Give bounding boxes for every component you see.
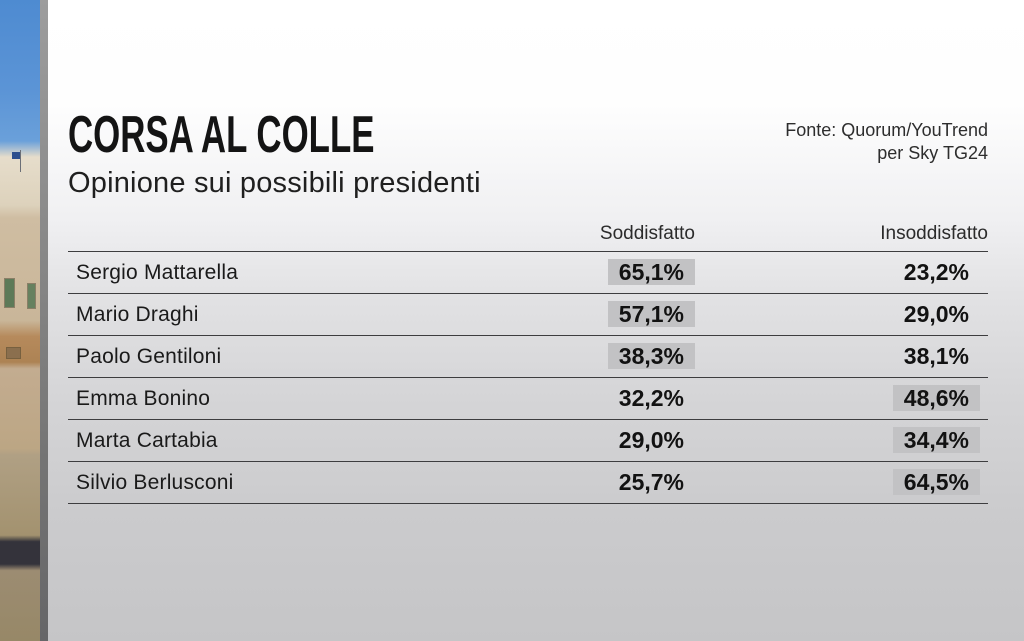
value-pill: 29,0% [618,427,684,453]
value-pill: 38,1% [903,343,969,369]
satisfied-value: 57,1% [525,301,695,328]
table-row: Silvio Berlusconi 25,7% 64,5% [68,462,988,504]
candidate-name: Sergio Mattarella [76,260,239,284]
flag-pole [20,150,21,172]
unsatisfied-value: 23,2% [695,259,988,286]
candidate-name: Mario Draghi [76,302,199,326]
graphic-panel [48,0,1024,641]
window-shutter [4,278,15,308]
table-row: Paolo Gentiloni 38,3% 38,1% [68,336,988,378]
page-subtitle: Opinione sui possibili presidenti [68,167,481,199]
table-row: Sergio Mattarella 65,1% 23,2% [68,252,988,294]
unsatisfied-value: 48,6% [695,385,988,412]
background-photo-strip [0,0,40,641]
value-pill: 57,1% [607,301,695,327]
candidate-name: Paolo Gentiloni [76,344,222,368]
candidate-name: Emma Bonino [76,386,211,410]
unsatisfied-value: 34,4% [695,427,988,454]
poll-table: Soddisfatto Insoddisfatto Sergio Mattare… [68,222,988,504]
title-block: CORSA AL COLLE Opinione sui possibili pr… [68,106,525,200]
table-header-row: Soddisfatto Insoddisfatto [68,222,988,252]
table-row: Emma Bonino 32,2% 48,6% [68,378,988,420]
page-title: CORSA AL COLLE [68,106,375,164]
source-line-1: Fonte: Quorum/YouTrend [785,120,988,140]
satisfied-value: 38,3% [525,343,695,370]
satisfied-value: 32,2% [525,385,695,412]
column-header-soddisfatto: Soddisfatto [599,223,695,244]
value-pill: 29,0% [903,301,969,327]
column-header-insoddisfatto: Insoddisfatto [880,223,988,244]
value-pill: 48,6% [892,385,980,411]
candidate-name: Marta Cartabia [76,428,218,452]
window-shutter [27,283,36,309]
value-pill: 23,2% [903,259,969,285]
satisfied-value: 25,7% [525,469,695,496]
attic-window [6,347,21,359]
unsatisfied-value: 38,1% [695,343,988,370]
source-attribution: Fonte: Quorum/YouTrend per Sky TG24 [785,110,988,165]
value-pill: 64,5% [892,469,980,495]
flag-icon [12,152,21,159]
value-pill: 32,2% [618,385,684,411]
value-pill: 38,3% [607,343,695,369]
candidate-name: Silvio Berlusconi [76,470,234,494]
satisfied-value: 65,1% [525,259,695,286]
table-row: Mario Draghi 57,1% 29,0% [68,294,988,336]
value-pill: 34,4% [892,427,980,453]
unsatisfied-value: 29,0% [695,301,988,328]
value-pill: 25,7% [618,469,684,495]
value-pill: 65,1% [607,259,695,285]
table-row: Marta Cartabia 29,0% 34,4% [68,420,988,462]
source-line-2: per Sky TG24 [877,143,988,163]
panel-edge-divider [40,0,48,641]
satisfied-value: 29,0% [525,427,695,454]
unsatisfied-value: 64,5% [695,469,988,496]
masthead: CORSA AL COLLE Opinione sui possibili pr… [68,106,988,200]
